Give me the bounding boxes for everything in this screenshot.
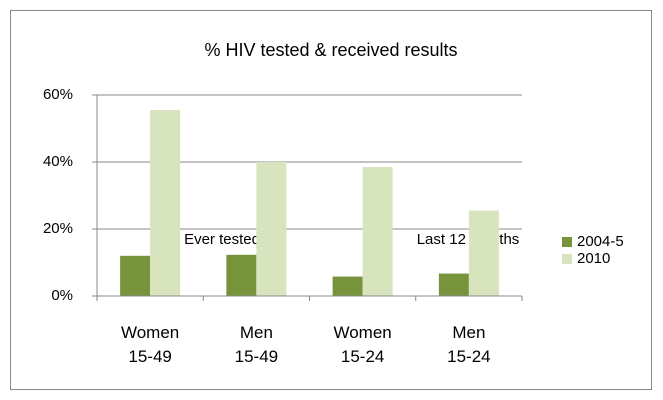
legend-label: 2004-5 <box>577 233 624 250</box>
x-tick-label: Women 15-24 <box>333 323 391 366</box>
annotation: Last 12 months <box>417 231 520 248</box>
legend-swatch <box>562 237 572 247</box>
y-tick-label: 20% <box>43 220 73 237</box>
y-tick-label: 40% <box>43 153 73 170</box>
legend-label: 2010 <box>577 250 610 267</box>
x-tick-label: Men 15-49 <box>235 323 278 366</box>
bar <box>438 273 469 296</box>
bar <box>256 162 287 296</box>
bar <box>120 255 151 296</box>
chart-frame <box>10 10 652 390</box>
annotation: Ever tested <box>184 231 260 248</box>
legend-swatch <box>562 254 572 264</box>
bar <box>468 210 499 296</box>
x-tick-label: Women 15-49 <box>121 323 179 366</box>
x-tick-label: Men 15-24 <box>447 323 490 366</box>
bar <box>226 254 257 296</box>
bar <box>362 167 393 296</box>
bar <box>150 110 181 296</box>
bar <box>332 276 363 296</box>
y-tick-label: 0% <box>51 287 73 304</box>
y-tick-label: 60% <box>43 86 73 103</box>
chart-title: % HIV tested & received results <box>204 40 457 60</box>
